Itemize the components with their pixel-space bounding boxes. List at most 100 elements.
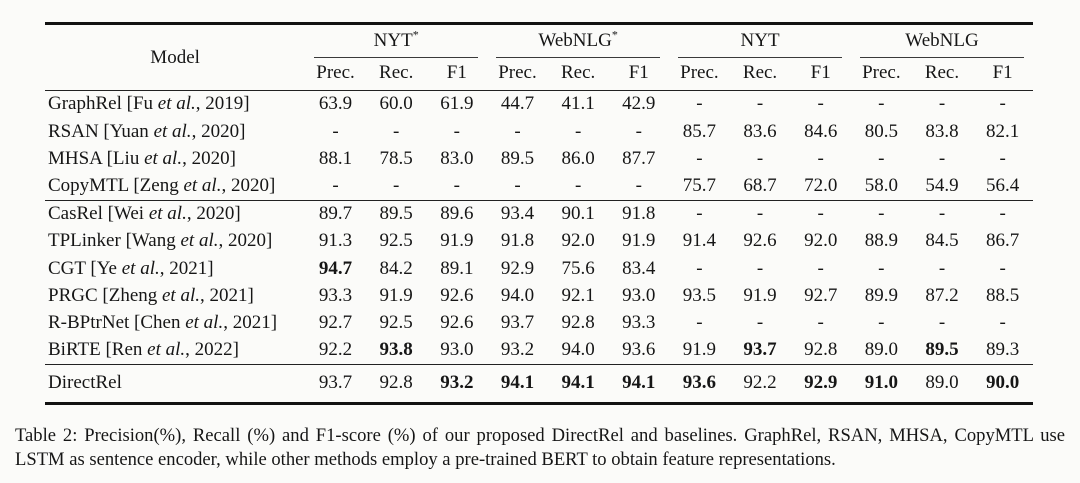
model-cell: DirectRel: [48, 371, 122, 393]
value-cell: -: [999, 311, 1006, 333]
et-al-italic: et al.: [148, 203, 187, 225]
paper-page: Model NYT* WebNLG* NYT WebNLG Prec. Rec.…: [15, 22, 1065, 470]
col-header-rec: Rec.: [560, 62, 596, 83]
value-cell: -: [817, 311, 824, 333]
model-cell: BiRTE [Ren et al., 2022]: [48, 339, 239, 361]
model-cell: MHSA [Liu et al., 2020]: [48, 147, 236, 169]
value-cell: 91.3: [318, 230, 353, 252]
value-cell: -: [878, 311, 885, 333]
value-cell: -: [696, 257, 703, 279]
table-row: CGT [Ye et al., 2021] 94.7 84.2 89.1 92.9 75.…: [45, 255, 1033, 282]
value-cell: -: [332, 174, 339, 196]
value-cell: 93.4: [500, 203, 535, 225]
value-cell: 56.4: [986, 174, 1020, 196]
value-cell: -: [938, 93, 946, 115]
value-cell: 86.0: [561, 147, 595, 169]
value-cell: 85.7: [682, 120, 717, 142]
value-cell: -: [453, 174, 460, 196]
value-cell: 68.7: [743, 174, 777, 196]
value-cell: 91.9: [440, 230, 474, 252]
star-superscript: *: [412, 27, 419, 42]
subheader-row: Prec. Rec. F1 Prec. Rec. F1 Prec. Rec. F…: [45, 58, 1033, 91]
value-cell: 92.7: [804, 284, 838, 306]
value-cell: -: [999, 203, 1006, 225]
col-header-prec: Prec.: [862, 62, 901, 83]
value-cell: 91.8: [622, 203, 656, 225]
group-label: NYT: [373, 30, 413, 51]
value-cell: -: [393, 174, 400, 196]
value-cell: 87.2: [925, 284, 959, 306]
table-row: RSAN [Yuan et al., 2020] - - - - - - 85.7 83.6 84…: [45, 118, 1033, 145]
value-cell: 41.1: [561, 93, 595, 115]
value-cell: 91.9: [379, 284, 413, 306]
value-cell: -: [756, 93, 764, 115]
value-cell: 84.5: [925, 230, 959, 252]
value-cell: 94.0: [561, 339, 595, 361]
value-cell: 92.8: [804, 339, 838, 361]
col-header-f1: F1: [992, 62, 1013, 83]
value-cell: -: [696, 93, 703, 115]
value-cell: 88.9: [864, 230, 898, 252]
value-cell: 92.6: [743, 230, 777, 252]
group-header-nyt: NYT: [669, 24, 851, 59]
value-cell: 94.1: [500, 371, 535, 393]
table-row: TPLinker [Wang et al., 2020] 91.3 92.5 91.9…: [45, 228, 1033, 255]
value-cell: 89.5: [500, 147, 535, 169]
value-cell: -: [756, 203, 764, 225]
value-cell: 44.7: [500, 93, 535, 115]
value-cell: -: [999, 93, 1006, 115]
value-cell: -: [817, 147, 824, 169]
value-cell: -: [453, 120, 460, 142]
et-al-italic: et al.: [153, 120, 192, 142]
value-cell: -: [696, 147, 703, 169]
value-cell: -: [938, 311, 946, 333]
value-cell: 84.6: [804, 120, 838, 142]
value-cell: 92.0: [561, 230, 595, 252]
star-superscript: *: [611, 27, 618, 42]
value-cell: -: [817, 93, 824, 115]
group-label: WebNLG: [538, 30, 612, 51]
value-cell: 63.9: [318, 93, 353, 115]
value-cell: 92.2: [743, 371, 777, 393]
value-cell: -: [574, 120, 582, 142]
table-row: R-BPtrNet [Chen et al., 2021] 92.7 92.5 92.…: [45, 310, 1033, 337]
value-cell: 93.8: [379, 339, 413, 361]
model-cell: RSAN [Yuan et al., 2020]: [48, 120, 246, 142]
value-cell: 83.6: [743, 120, 777, 142]
value-cell: -: [756, 147, 764, 169]
value-cell: -: [696, 311, 703, 333]
value-cell: -: [878, 257, 885, 279]
et-al-italic: et al.: [147, 339, 186, 361]
value-cell: 80.5: [864, 120, 898, 142]
value-cell: 54.9: [925, 174, 959, 196]
value-cell: 75.6: [561, 257, 595, 279]
col-header-f1: F1: [446, 62, 467, 83]
group-header-webnlg: WebNLG: [851, 24, 1033, 59]
value-cell: 94.7: [318, 257, 353, 279]
value-cell: 93.7: [500, 311, 535, 333]
value-cell: -: [756, 257, 764, 279]
value-cell: 72.0: [804, 174, 838, 196]
value-cell: 88.1: [318, 147, 353, 169]
row-group-3: DirectRel 93.7 92.8 93.2 94.1 94.1 94.1 93.6 92.…: [45, 364, 1033, 403]
value-cell: 88.5: [986, 284, 1020, 306]
value-cell: 94.1: [622, 371, 656, 393]
value-cell: 93.7: [743, 339, 777, 361]
value-cell: 92.5: [379, 311, 413, 333]
value-cell: 92.1: [561, 284, 595, 306]
row-group-2: CasRel [Wei et al., 2020] 89.7 89.5 89.6 93.…: [45, 200, 1033, 364]
col-header-prec: Prec.: [498, 62, 537, 83]
value-cell: 42.9: [622, 93, 656, 115]
value-cell: 94.0: [500, 284, 535, 306]
et-al-italic: et al.: [185, 311, 224, 333]
value-cell: 93.5: [682, 284, 717, 306]
value-cell: -: [393, 120, 400, 142]
value-cell: -: [817, 203, 824, 225]
value-cell: 93.0: [440, 339, 474, 361]
model-column-header: Model: [150, 46, 200, 68]
model-cell: CasRel [Wei et al., 2020]: [48, 203, 241, 225]
model-cell: CopyMTL [Zeng et al., 2020]: [48, 174, 276, 196]
value-cell: -: [514, 120, 521, 142]
model-cell: PRGC [Zheng et al., 2021]: [48, 284, 254, 306]
value-cell: 93.3: [318, 284, 353, 306]
